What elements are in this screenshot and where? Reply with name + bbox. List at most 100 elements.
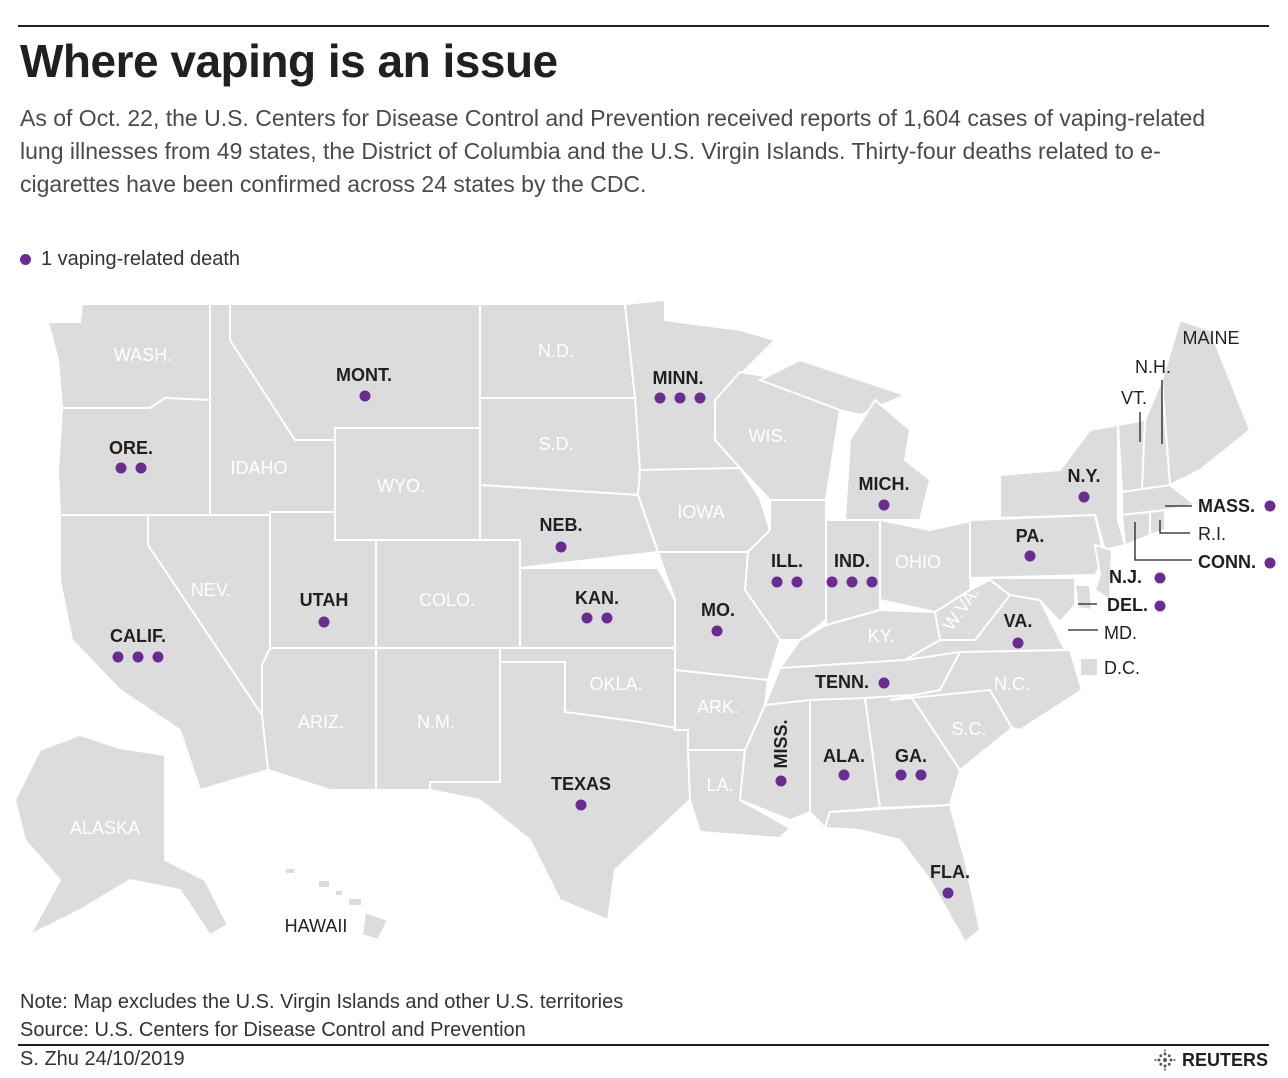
death-dot-ind-3 [866,576,878,588]
death-dot-calif-2 [132,651,144,663]
label-pa: PA. [1016,526,1045,546]
state-connecticut [1120,510,1151,547]
state-rhode-island [1149,508,1166,537]
state-indiana [825,519,881,627]
label-nh: N.H. [1135,357,1171,377]
label-ri: R.I. [1198,524,1226,544]
label-nj: N.J. [1109,567,1142,587]
death-dot-neb-1 [555,541,567,553]
label-ark: ARK. [697,697,739,717]
label-texas: TEXAS [551,774,611,794]
label-sc: S.C. [951,719,986,739]
credit-text: S. Zhu 24/10/2019 [20,1048,185,1070]
death-dot-ill-2 [791,576,803,588]
state-pennsylvania [969,513,1107,580]
death-dot-mich-1 [878,499,890,511]
label-utah: UTAH [300,590,349,610]
label-iowa: IOWA [677,502,724,522]
leader-ri [1159,520,1190,534]
death-dot-texas-1 [575,799,587,811]
label-wis: WIS. [749,426,788,446]
label-nm: N.M. [417,712,455,732]
state-delaware [1073,584,1094,612]
label-va: VA. [1004,611,1033,631]
label-mass: MASS. [1198,496,1255,516]
label-sd: S.D. [538,434,573,454]
label-tenn: TENN. [815,672,869,692]
death-dot-conn-1 [1264,557,1276,569]
label-minn: MINN. [653,368,704,388]
state-michigan [843,398,932,521]
page-subtitle: As of Oct. 22, the U.S. Centers for Dise… [20,105,1206,197]
death-dot-ga-2 [915,769,927,781]
label-neb: NEB. [539,515,582,535]
label-kan: KAN. [575,588,619,608]
death-dot-mo-1 [711,625,723,637]
label-miss: MISS. [771,719,791,768]
label-colo: COLO. [419,590,475,610]
death-dot-fla-1 [942,887,954,899]
death-dot-minn-1 [654,392,666,404]
label-la: LA. [706,775,733,795]
footnotes: Note: Map excludes the U.S. Virgin Islan… [20,988,623,1044]
death-dot-calif-1 [112,651,124,663]
leader-lines [1068,380,1192,631]
state-texas [429,661,692,922]
label-conn: CONN. [1198,552,1256,572]
death-dot-mass-1 [1264,500,1276,512]
label-nd: N.D. [538,341,574,361]
reuters-logo: REUTERS [1154,1049,1268,1071]
us-map: WASH. ORE. CALIF. IDAHO NEV. MONT. WYO. … [13,298,1276,944]
state-north-carolina [889,648,1084,732]
label-ala: ALA. [823,746,865,766]
state-georgia [863,693,962,810]
death-dot-minn-2 [674,392,686,404]
label-mich: MICH. [859,474,910,494]
label-md: MD. [1104,623,1137,643]
brand-name: REUTERS [1181,1049,1268,1070]
death-dot-ga-1 [895,769,907,781]
label-mont: MONT. [336,365,392,385]
leader-conn [1134,522,1192,561]
legend: 1 vaping-related death [20,248,240,271]
state-new-york [999,423,1127,552]
label-ohio: OHIO [895,552,941,572]
death-dot-utah-1 [318,616,330,628]
legend-label: 1 vaping-related death [41,248,241,270]
bottom-rule [18,1044,1269,1046]
death-dot-pa-1 [1024,550,1036,562]
death-dot-va-1 [1012,637,1024,649]
label-alaska: ALASKA [70,818,140,838]
death-dot-del-1 [1154,600,1166,612]
death-dots [112,390,1276,899]
label-del: DEL. [1107,595,1148,615]
death-dot-miss-1 [775,775,787,787]
top-rule [18,25,1269,27]
death-dot-ore-1 [115,462,127,474]
label-vt: VT. [1121,388,1147,408]
state-michigan-upper [757,358,908,417]
label-ky: KY. [868,626,895,646]
death-dot-tenn-1 [878,677,890,689]
state-shapes [13,298,1252,944]
state-vermont [1116,418,1147,494]
label-ariz: ARIZ. [298,712,344,732]
label-idaho: IDAHO [230,458,287,478]
legend-death-dot [20,254,31,265]
page-title: Where vaping is an issue [20,35,558,87]
label-nev: NEV. [191,580,231,600]
death-dot-ind-2 [846,576,858,588]
death-dot-minn-3 [694,392,706,404]
label-wyo: WYO. [377,476,425,496]
label-ore: ORE. [109,438,153,458]
state-maryland [969,577,1076,624]
death-dot-ill-1 [771,576,783,588]
death-dot-mont-1 [359,390,371,402]
state-massachusetts [1121,483,1198,517]
state-florida [823,803,982,944]
state-alaska [13,733,230,938]
label-ind: IND. [834,551,870,571]
state-hawaii [284,867,390,942]
death-dot-ind-1 [826,576,838,588]
label-dc: D.C. [1104,658,1140,678]
